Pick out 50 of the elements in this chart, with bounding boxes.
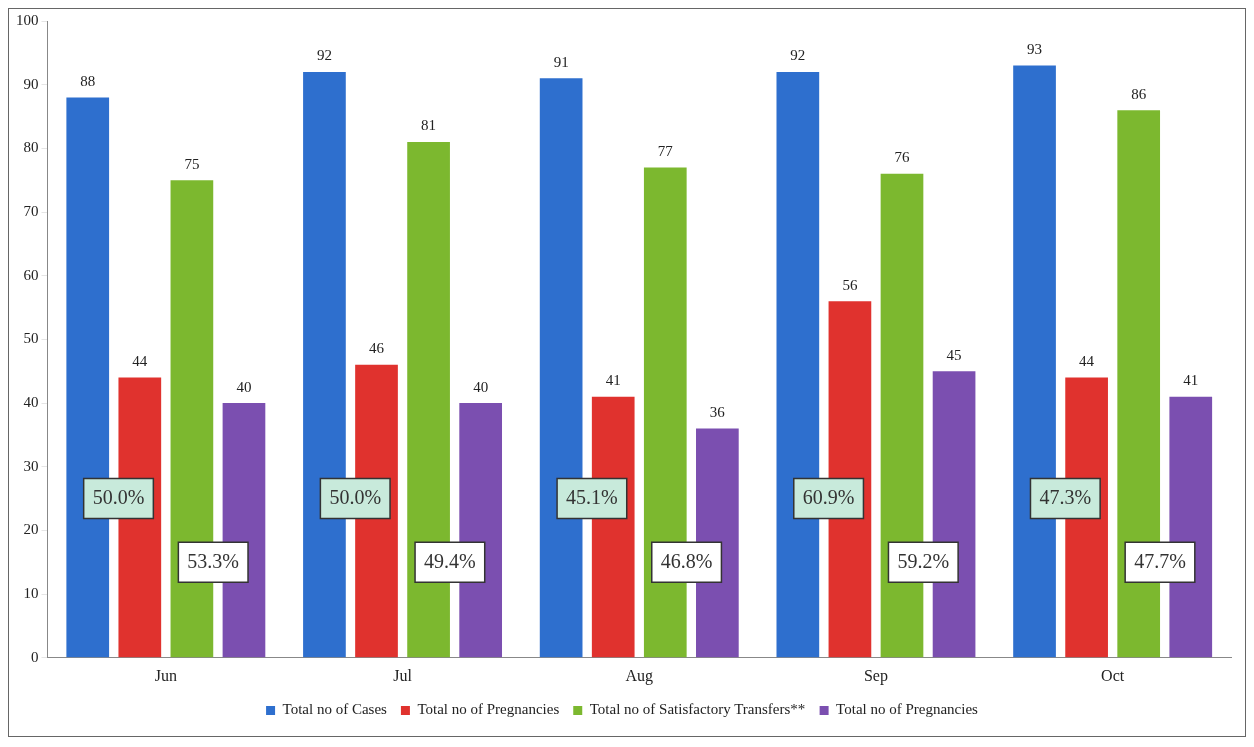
annotation: 60.9%: [802, 485, 855, 508]
y-tick-label: 10: [23, 585, 39, 602]
y-tick-label: 60: [23, 266, 39, 283]
data-label: 45: [946, 346, 962, 363]
annotation: 50.0%: [329, 485, 382, 508]
data-label: 76: [894, 149, 910, 166]
x-tick-label: Jul: [393, 666, 413, 684]
annotation: 45.1%: [566, 485, 618, 508]
data-label: 44: [132, 353, 148, 370]
data-label: 88: [80, 72, 96, 89]
y-tick-label: 50: [23, 330, 39, 347]
data-label: 41: [605, 372, 621, 389]
y-tick-label: 20: [23, 521, 39, 538]
data-label: 40: [236, 378, 252, 395]
y-tick-label: 80: [23, 139, 39, 156]
y-tick-label: 0: [31, 648, 39, 665]
annotation: 47.7%: [1134, 549, 1186, 572]
legend-label: Total no of Pregnancies: [836, 701, 979, 718]
data-label: 93: [1027, 41, 1043, 58]
y-tick-label: 100: [16, 11, 39, 28]
data-label: 86: [1131, 85, 1147, 102]
legend-label: Total no of Satisfactory Transfers**: [589, 701, 806, 718]
legend-label: Total no of Pregnancies: [417, 701, 560, 718]
data-label: 75: [184, 155, 200, 172]
data-label: 81: [421, 117, 437, 134]
data-label: 77: [657, 142, 674, 159]
data-label: 91: [553, 53, 569, 70]
annotation: 50.0%: [92, 485, 145, 508]
x-tick-label: Oct: [1101, 666, 1125, 684]
y-tick-label: 30: [23, 457, 39, 474]
data-label: 41: [1183, 372, 1199, 389]
annotation: 46.8%: [660, 549, 713, 572]
annotation: 59.2%: [897, 549, 950, 572]
x-tick-label: Aug: [625, 666, 654, 685]
data-label: 56: [842, 276, 858, 293]
annotation: 47.3%: [1039, 485, 1092, 508]
y-tick-label: 90: [23, 75, 39, 92]
legend-label: Total no of Cases: [282, 701, 388, 718]
x-tick-label: Sep: [863, 666, 888, 685]
annotation: 49.4%: [424, 549, 476, 572]
data-label: 92: [316, 47, 332, 64]
annotation: 53.3%: [187, 549, 240, 572]
data-label: 40: [473, 378, 489, 395]
y-tick-label: 40: [23, 394, 39, 411]
data-label: 92: [790, 47, 806, 64]
data-label: 46: [369, 340, 385, 357]
y-tick-label: 70: [23, 202, 39, 219]
x-tick-label: Jun: [154, 666, 177, 684]
data-label: 44: [1079, 353, 1095, 370]
data-label: 36: [709, 403, 726, 420]
